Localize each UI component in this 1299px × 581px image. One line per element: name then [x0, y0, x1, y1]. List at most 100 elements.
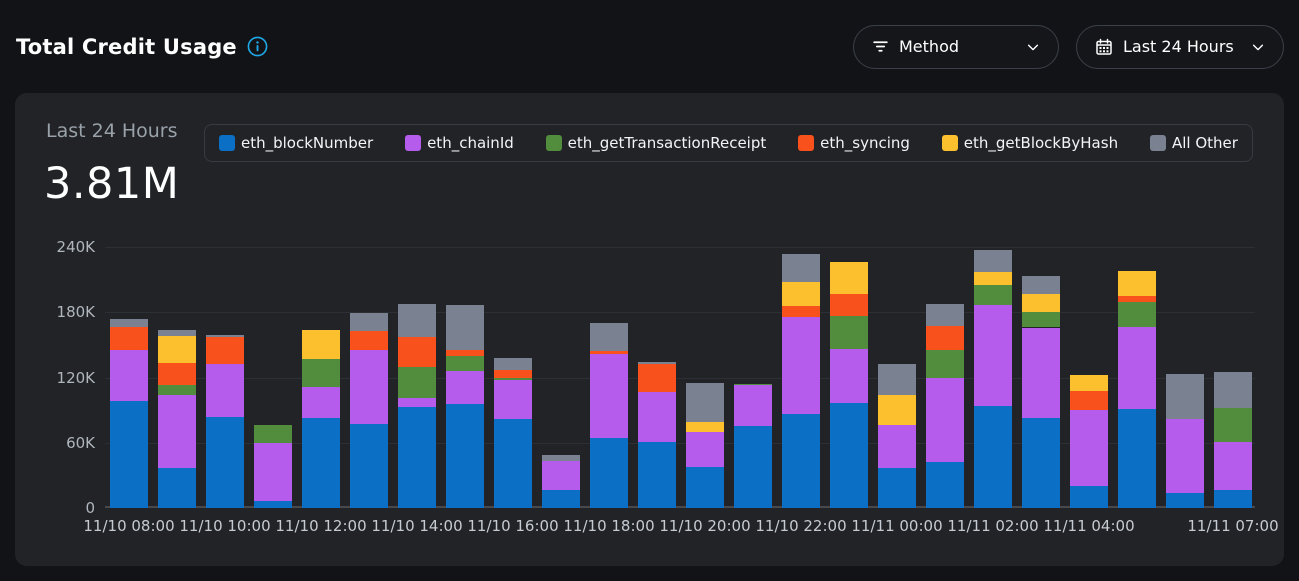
bar-segment-eth_syncing: [206, 337, 244, 365]
bar-segment-eth_chainid: [542, 461, 580, 490]
bar-11-11-01-00[interactable]: [926, 247, 964, 508]
page-header: Total Credit Usage Method: [0, 0, 1299, 93]
bar-11-10-17-00[interactable]: [542, 247, 580, 508]
y-tick-label: 180K: [56, 303, 95, 322]
bar-11-10-10-00[interactable]: [206, 247, 244, 508]
bar-segment-all-other: [926, 303, 964, 327]
bar-segment-eth_chainid: [446, 370, 484, 404]
bar-11-10-11-00[interactable]: [254, 247, 292, 508]
bar-11-11-03-00[interactable]: [1022, 247, 1060, 508]
bar-segment-eth_getblockbyhash: [1022, 293, 1060, 313]
bar-segment-eth_chainid: [590, 353, 628, 439]
bar-segment-all-other: [686, 382, 724, 423]
x-tick-label: 11/11 07:00: [1187, 517, 1279, 535]
bar-segment-eth_gettransactionreceipt: [254, 425, 292, 443]
method-filter-dropdown[interactable]: Method: [853, 24, 1059, 69]
bar-11-10-22-00[interactable]: [782, 247, 820, 508]
bar-segment-eth_getblockbyhash: [686, 422, 724, 432]
time-range-dropdown[interactable]: Last 24 Hours: [1076, 24, 1284, 69]
bar-segment-eth_chainid: [830, 349, 868, 403]
bar-segment-eth_syncing: [638, 364, 676, 392]
bar-segment-eth_getblockbyhash: [1118, 270, 1156, 296]
bar-segment-eth_blocknumber: [398, 406, 436, 508]
bar-segment-eth_blocknumber: [1022, 417, 1060, 508]
bar-segment-all-other: [158, 329, 196, 337]
method-filter-label: Method: [899, 37, 960, 56]
bar-11-10-19-00[interactable]: [638, 247, 676, 508]
bar-segment-eth_chainid: [878, 425, 916, 468]
bar-11-11-07-00[interactable]: [1214, 247, 1252, 508]
info-icon[interactable]: [247, 36, 268, 57]
plot-area: [105, 247, 1255, 508]
bar-segment-eth_blocknumber: [590, 438, 628, 508]
legend-label: All Other: [1171, 134, 1238, 152]
bar-segment-eth_syncing: [926, 326, 964, 351]
x-tick-label: 11/11 04:00: [1043, 517, 1135, 535]
bar-segment-eth_syncing: [830, 293, 868, 316]
bar-segment-eth_gettransactionreceipt: [734, 384, 772, 386]
bar-segment-eth_syncing: [446, 350, 484, 356]
bar-11-10-08-00[interactable]: [110, 247, 148, 508]
bar-segment-eth_chainid: [350, 350, 388, 425]
bar-segment-eth_syncing: [110, 327, 148, 351]
bar-segment-eth_gettransactionreceipt: [446, 355, 484, 371]
bar-segment-eth_blocknumber: [782, 414, 820, 508]
time-range-label: Last 24 Hours: [1123, 37, 1234, 56]
bar-11-11-02-00[interactable]: [974, 247, 1012, 508]
chevron-down-icon: [1027, 44, 1039, 50]
bar-segment-eth_chainid: [254, 442, 292, 502]
filter-group: Method Last 24 Hours: [853, 24, 1284, 69]
bar-segment-eth_syncing: [782, 305, 820, 317]
bar-segment-eth_blocknumber: [1070, 486, 1108, 508]
x-tick-label: 11/10 14:00: [371, 517, 463, 535]
bar-segment-eth_blocknumber: [542, 489, 580, 508]
bar-11-10-12-00[interactable]: [302, 247, 340, 508]
bar-segment-eth_gettransactionreceipt: [158, 385, 196, 395]
period-label: Last 24 Hours: [46, 120, 178, 142]
legend-item-eth_getblockbyhash[interactable]: eth_getBlockByHash: [941, 134, 1119, 152]
bar-11-10-23-00[interactable]: [830, 247, 868, 508]
gridline: [105, 442, 1255, 444]
bar-segment-eth_blocknumber: [446, 403, 484, 508]
bar-11-10-21-00[interactable]: [734, 247, 772, 508]
bar-11-10-20-00[interactable]: [686, 247, 724, 508]
bar-segment-eth_getblockbyhash: [782, 281, 820, 306]
y-tick-label: 60K: [66, 433, 95, 452]
bar-segment-all-other: [206, 335, 244, 338]
legend-item-eth_chainid[interactable]: eth_chainId: [405, 134, 514, 152]
legend-item-eth_syncing[interactable]: eth_syncing: [798, 134, 910, 152]
bar-11-10-14-00[interactable]: [398, 247, 436, 508]
legend-swatch: [1149, 135, 1166, 151]
bar-11-10-16-00[interactable]: [494, 247, 532, 508]
bar-segment-eth_chainid: [398, 398, 436, 407]
bar-segment-eth_gettransactionreceipt: [1022, 312, 1060, 328]
bar-11-10-09-00[interactable]: [158, 247, 196, 508]
legend-item-eth_gettransactionreceipt[interactable]: eth_getTransactionReceipt: [545, 134, 766, 152]
bar-11-11-04-00[interactable]: [1070, 247, 1108, 508]
usage-chart-card: Last 24 Hours 3.81M eth_blockNumber eth_c…: [15, 93, 1284, 566]
legend-swatch: [545, 135, 562, 151]
bar-segment-eth_chainid: [1022, 327, 1060, 418]
bar-11-11-05-00[interactable]: [1118, 247, 1156, 508]
gridline: [105, 312, 1255, 314]
bar-11-11-06-00[interactable]: [1166, 247, 1204, 508]
bar-segment-all-other: [1214, 372, 1252, 408]
x-tick-label: 11/10 18:00: [563, 517, 655, 535]
x-tick-label: 11/10 16:00: [467, 517, 559, 535]
bar-11-10-15-00[interactable]: [446, 247, 484, 508]
bar-11-10-18-00[interactable]: [590, 247, 628, 508]
x-tick-label: 11/11 02:00: [947, 517, 1039, 535]
x-tick-label: 11/10 08:00: [83, 517, 175, 535]
bar-segment-eth_blocknumber: [974, 405, 1012, 508]
bar-segment-eth_gettransactionreceipt: [830, 315, 868, 350]
bar-11-11-00-00[interactable]: [878, 247, 916, 508]
legend-item-all-other[interactable]: All Other: [1149, 134, 1238, 152]
bar-segment-eth_blocknumber: [686, 466, 724, 508]
page-title: Total Credit Usage: [16, 34, 237, 59]
legend-label: eth_getBlockByHash: [963, 134, 1119, 152]
gridline: [105, 377, 1255, 379]
legend-item-eth_blocknumber[interactable]: eth_blockNumber: [219, 134, 373, 152]
bar-segment-eth_blocknumber: [878, 467, 916, 508]
bar-segment-eth_syncing: [494, 369, 532, 378]
bar-11-10-13-00[interactable]: [350, 247, 388, 508]
